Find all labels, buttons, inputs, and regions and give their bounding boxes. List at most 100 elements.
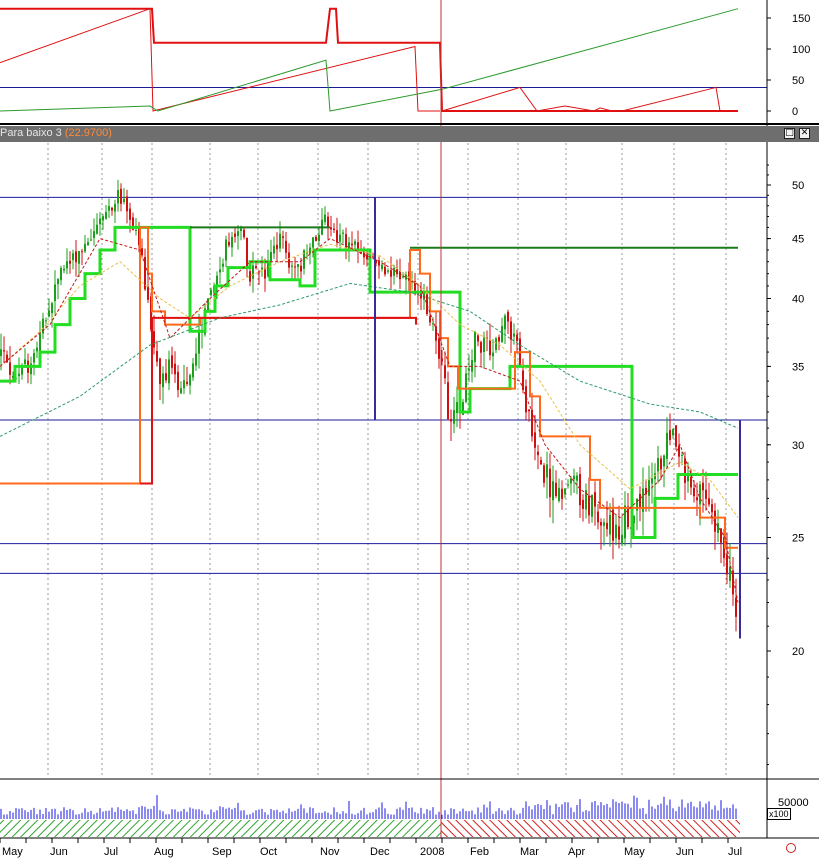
candle-body (492, 352, 494, 357)
candle-body (309, 247, 311, 254)
indicator-value: (22.9700) (64, 127, 112, 139)
volume-tick-label-0: 50000 (778, 797, 809, 809)
candle-body (675, 425, 677, 447)
candle-body (432, 323, 434, 325)
candle-body (54, 284, 56, 302)
candle-body (87, 242, 89, 246)
x-month-label-6: Nov (320, 846, 340, 858)
top-indicator-panel: 150 100 50 0 (0, 7, 810, 118)
candle-body (42, 318, 44, 334)
volume-scale-badge: x100 (767, 808, 791, 820)
close-icon[interactable]: ✕ (799, 128, 810, 139)
candle-body (591, 495, 593, 517)
candle-body (384, 266, 386, 275)
candle-body (423, 290, 425, 300)
price-series-green-ma-dashed (0, 282, 739, 437)
candle-body (525, 386, 527, 413)
candle-body (159, 358, 161, 384)
candle-body (417, 293, 419, 295)
candle-body (642, 488, 644, 512)
candle-body (162, 373, 164, 388)
x-month-label-14: Jul (728, 846, 742, 858)
candle-body (357, 242, 359, 251)
candle-body (387, 270, 389, 272)
price-tick-label-0: 50 (792, 180, 804, 192)
candle-body (534, 432, 536, 448)
candle-body (549, 468, 551, 498)
x-month-label-4: Sep (212, 846, 232, 858)
indicator-title-bar[interactable] (0, 126, 819, 142)
candle-body (585, 490, 587, 510)
candle-body (570, 478, 572, 484)
candle-body (435, 326, 437, 341)
x-month-label-0: May (2, 846, 23, 858)
candle-body (189, 375, 191, 386)
candle-body (144, 257, 146, 290)
top-series-line-3 (0, 8, 739, 112)
candle-body (402, 276, 404, 278)
candle-body (177, 371, 179, 391)
candle-body (45, 320, 47, 322)
candle-body (255, 266, 257, 269)
candle-body (135, 229, 137, 231)
candle-body (180, 388, 182, 394)
candle-body (702, 482, 704, 491)
price-series-green-trailing-stop (0, 225, 738, 540)
candle-body (729, 566, 731, 581)
candle-body (3, 350, 5, 352)
candle-body (720, 528, 722, 543)
candle-body (657, 457, 659, 472)
candle-body (111, 207, 113, 211)
candle-body (348, 242, 350, 251)
candle-body (462, 402, 464, 415)
candle-body (222, 263, 224, 267)
candle-body (429, 316, 431, 323)
candle-body (132, 217, 134, 230)
candle-body (117, 190, 119, 204)
x-month-label-3: Aug (154, 846, 174, 858)
candle-body (474, 332, 476, 362)
candle-body (252, 265, 254, 279)
candle-body (471, 359, 473, 372)
candle-body (495, 338, 497, 351)
candle-body (648, 480, 650, 496)
candle-body (108, 206, 110, 211)
candle-body (603, 522, 605, 526)
price-tick-label-3: 35 (792, 361, 804, 373)
top-tick-label-0: 150 (792, 13, 810, 25)
candle-body (123, 198, 125, 203)
candle-body (510, 321, 512, 340)
candle-body (99, 218, 101, 225)
candle-body (483, 337, 485, 352)
candle-body (126, 196, 128, 212)
price-tick-label-2: 40 (792, 293, 804, 305)
price-tick-label-1: 45 (792, 234, 804, 246)
candle-body (264, 268, 266, 279)
candle-body (378, 260, 380, 266)
x-month-label-8: 2008 (420, 846, 444, 858)
maximize-icon[interactable]: □ (784, 128, 795, 139)
candle-body (51, 303, 53, 314)
candle-body (225, 239, 227, 261)
candle-body (261, 267, 263, 270)
settings-icon[interactable] (786, 843, 796, 853)
candle-body (330, 227, 332, 230)
candle-body (84, 243, 86, 252)
candle-body (276, 244, 278, 250)
price-panel: 50 45 40 35 30 25 20 (0, 143, 804, 778)
candle-body (18, 373, 20, 376)
candle-body (114, 203, 116, 212)
candle-body (561, 488, 563, 499)
candle-body (153, 331, 155, 348)
candle-body (72, 253, 74, 261)
candle-body (60, 268, 62, 281)
candle-body (294, 266, 296, 268)
candle-body (291, 265, 293, 267)
candle-body (636, 498, 638, 511)
candle-body (195, 353, 197, 366)
candles-group (0, 179, 737, 632)
candle-body (477, 335, 479, 342)
candle-body (9, 362, 11, 375)
indicator-name: Para baixo 3 (0, 127, 62, 139)
